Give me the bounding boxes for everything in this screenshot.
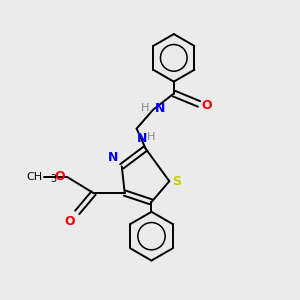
- Text: N: N: [136, 132, 147, 145]
- Text: CH: CH: [26, 172, 42, 182]
- Text: N: N: [154, 102, 165, 115]
- Text: H: H: [141, 103, 149, 113]
- Text: O: O: [54, 170, 65, 183]
- Text: 3: 3: [50, 173, 56, 184]
- Text: S: S: [172, 175, 181, 188]
- Text: O: O: [201, 99, 212, 112]
- Text: O: O: [64, 215, 75, 228]
- Text: N: N: [108, 151, 118, 164]
- Text: H: H: [147, 132, 155, 142]
